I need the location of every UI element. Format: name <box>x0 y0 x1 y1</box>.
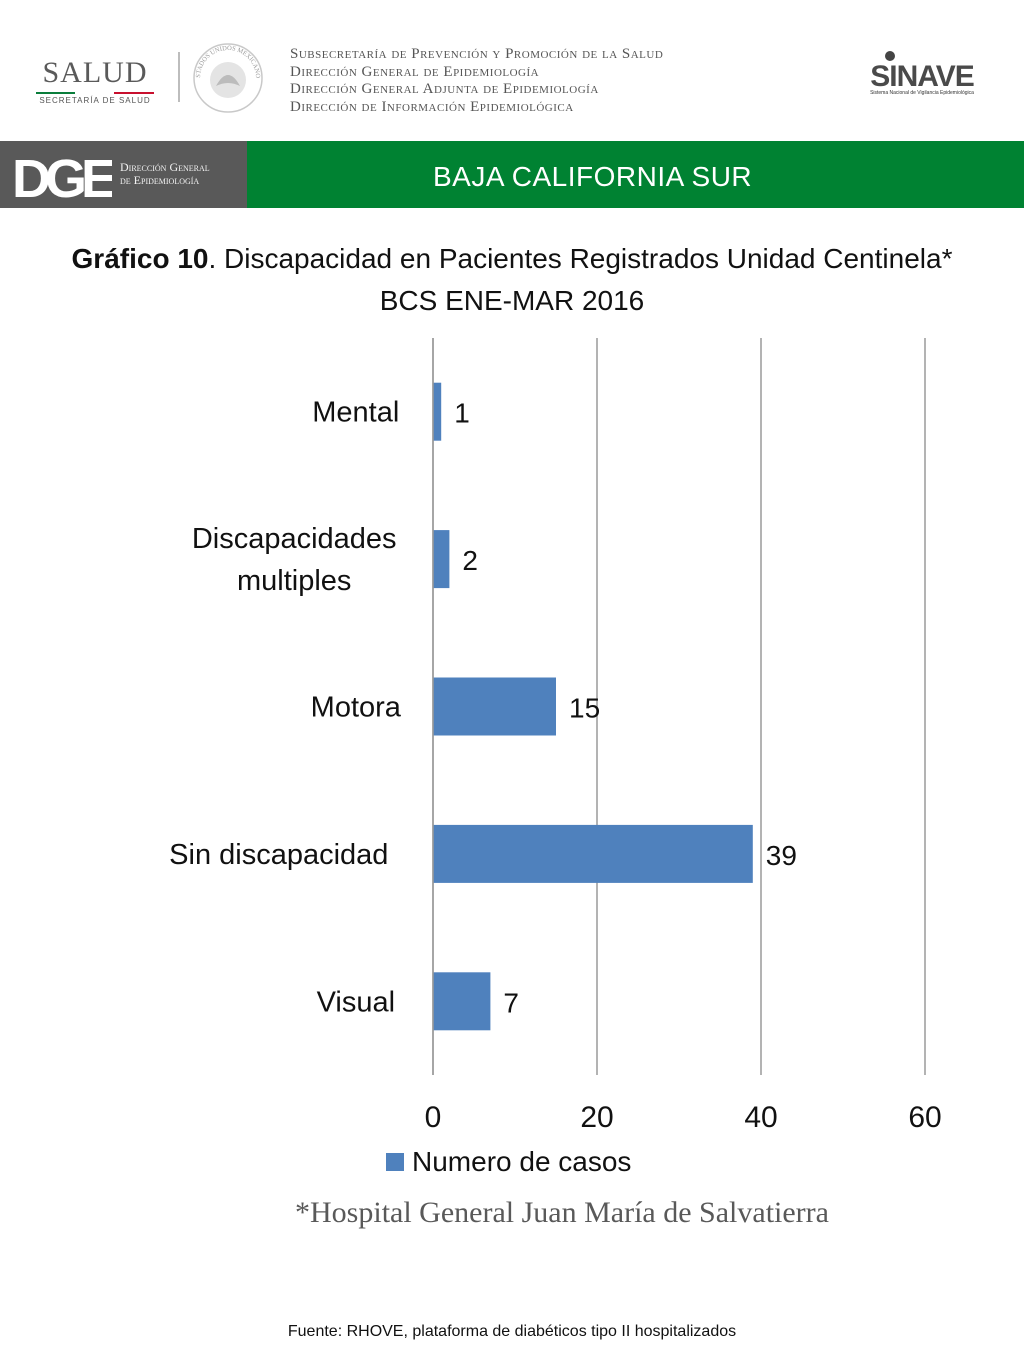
svg-text:DGE: DGE <box>12 149 112 203</box>
sinave-subtitle: Sistema Nacional de Vigilancia Epidemiol… <box>870 90 974 96</box>
dge-caption-line: de Epidemiología <box>120 173 200 187</box>
salud-logo-word: SALUD <box>42 56 148 89</box>
bar <box>433 530 450 589</box>
dge-panel: DGE Dirección General de Epidemiología <box>0 141 247 208</box>
agency-line: Dirección General Adjunta de Epidemiolog… <box>290 81 599 97</box>
x-tick-label: 20 <box>580 1101 613 1134</box>
chart-title: Gráfico 10. Discapacidad en Pacientes Re… <box>60 238 964 322</box>
bar <box>433 972 491 1031</box>
x-tick-label: 40 <box>744 1101 777 1134</box>
category-label: Mental <box>312 397 399 429</box>
header-divider <box>178 52 180 102</box>
data-label: 39 <box>766 840 797 871</box>
sinave-logo: SINAVE <box>870 51 975 93</box>
data-label: 15 <box>569 693 600 724</box>
agency-line: Dirección General de Epidemiología <box>290 63 540 80</box>
category-label: Visual <box>317 986 395 1018</box>
bar <box>433 824 753 883</box>
x-tick-label: 60 <box>908 1101 941 1134</box>
salud-logo-subtitle: SECRETARÍA DE SALUD <box>39 96 151 105</box>
dge-logo: DGE <box>12 149 112 203</box>
data-source: Fuente: RHOVE, plataforma de diabéticos … <box>287 1323 737 1340</box>
category-label: Motora <box>311 692 402 724</box>
agency-line: Subsecretaría de Prevención y Promoción … <box>290 46 664 62</box>
category-label: Discapacidades multiples <box>192 523 397 597</box>
bar <box>433 677 556 736</box>
salud-logo-rule <box>36 92 154 94</box>
data-label: 7 <box>503 987 519 1018</box>
dge-caption-line: Dirección General <box>120 160 210 174</box>
data-label: 1 <box>454 398 470 429</box>
legend-label: Numero de casos <box>412 1146 631 1177</box>
category-label: Sin discapacidad <box>169 839 388 871</box>
state-panel: BAJA CALIFORNIA SUR <box>247 141 1024 208</box>
svg-text:SINAVE: SINAVE <box>870 60 973 93</box>
salud-logo: SALUD SECRETARÍA DE SALUD <box>30 56 160 105</box>
legend-swatch <box>386 1153 404 1171</box>
state-name: BAJA CALIFORNIA SUR <box>433 161 753 192</box>
bar-chart: 0 20 40 60 1 Mental 2 Discapacidades multiples 15… <box>169 338 942 1177</box>
chart-title-text: . Discapacidad en Pacientes Registrados … <box>208 243 953 316</box>
region-banner: DGE Dirección General de Epidemiología B… <box>0 141 1024 208</box>
bar <box>433 382 442 441</box>
dge-caption: Dirección General de Epidemiología <box>120 161 210 187</box>
page-header: SALUD SECRETARÍA DE SALUD ESTADOS UNIDOS… <box>0 0 1024 140</box>
chart-title-number: Gráfico 10 <box>71 243 209 274</box>
x-tick-label: 0 <box>425 1101 442 1134</box>
agency-list: Subsecretaría de Prevención y Promoción … <box>290 46 663 116</box>
chart-footnote: *Hospital General Juan María de Salvatie… <box>295 1196 829 1229</box>
data-label: 2 <box>462 545 478 576</box>
agency-line: Dirección de Información Epidemiológica <box>290 98 574 115</box>
